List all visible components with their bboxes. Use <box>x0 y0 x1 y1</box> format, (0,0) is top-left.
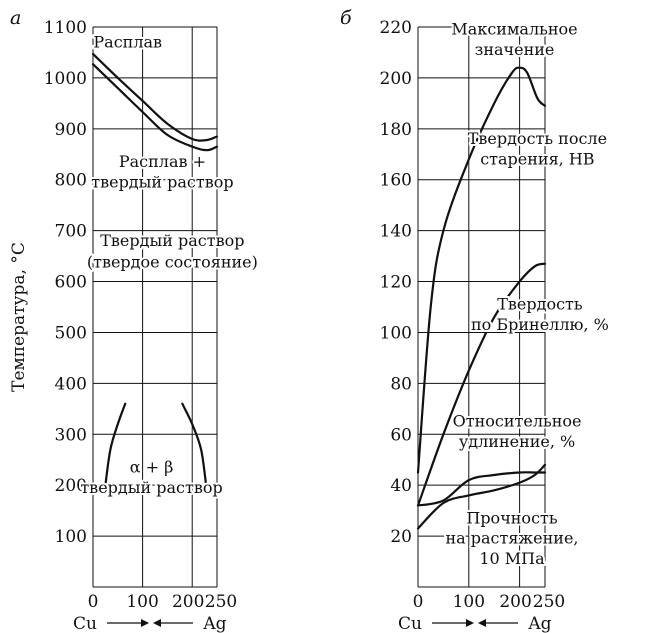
arrow-left-head <box>153 619 161 627</box>
series-line-4 <box>416 463 547 530</box>
y-tick-label: 100 <box>55 527 87 547</box>
x-tick-label: 200 <box>172 592 204 612</box>
x-end-label-ag: Ag <box>527 614 551 633</box>
x-end-label-ag: Ag <box>202 614 226 633</box>
series-line-3 <box>104 402 127 487</box>
arrow-right-head <box>466 619 474 627</box>
annotation-label: удлинение, % <box>459 432 575 451</box>
y-tick-label: 800 <box>55 171 87 191</box>
x-tick-label: 100 <box>126 592 158 612</box>
x-tick-label: 0 <box>413 592 424 612</box>
annotation-label: Относительное <box>453 412 582 431</box>
annotation-label: Твердость после <box>468 129 607 148</box>
x-tick-label: 250 <box>533 592 565 612</box>
annotation-label: Расплав + <box>119 152 206 171</box>
annotation-label: Твердость <box>497 295 583 314</box>
panel-letter: б <box>340 7 352 29</box>
annotation-label: Твердый раствор <box>100 231 244 250</box>
y-tick-label: 700 <box>55 222 87 242</box>
annotation-label: Прочность <box>466 508 558 527</box>
y-tick-label: 100 <box>380 323 412 343</box>
series-line-1 <box>91 52 219 142</box>
y-tick-label: 180 <box>380 120 412 140</box>
y-tick-label: 20 <box>390 527 412 547</box>
annotation-label: значение <box>475 40 555 59</box>
annotation-label: на растяжение, <box>445 529 578 548</box>
annotation-label: старения, НВ <box>480 149 594 168</box>
annotation-label: Максимальное <box>451 20 577 39</box>
series-line-2 <box>416 262 547 507</box>
annotation-label: 10 МПа <box>479 549 545 568</box>
y-tick-label: 600 <box>55 273 87 293</box>
x-tick-label: 250 <box>205 592 237 612</box>
y-tick-label: 120 <box>380 273 412 293</box>
y-tick-label: 900 <box>55 120 87 140</box>
arrow-right-head <box>141 619 149 627</box>
annotation-label: (твердое состояние) <box>87 252 258 271</box>
y-tick-label: 220 <box>380 18 412 38</box>
series-line-3 <box>416 471 547 507</box>
y-tick-label: 40 <box>390 476 412 496</box>
x-tick-label: 100 <box>453 592 485 612</box>
temperature-chart-panel: а 100 200 300 400 500 600 700 800 900 1000 1100 0 100… <box>9 7 260 633</box>
annotation-label: твердый раствор <box>91 172 233 191</box>
x-end-label-cu: Cu <box>73 614 97 633</box>
y-tick-label: 140 <box>380 222 412 242</box>
x-tick-label: 0 <box>88 592 99 612</box>
x-tick-label: 200 <box>499 592 531 612</box>
y-tick-label: 200 <box>55 476 87 496</box>
y-tick-label: 60 <box>390 425 412 445</box>
y-tick-label: 160 <box>380 171 412 191</box>
y-tick-label: 500 <box>55 323 87 343</box>
annotation-label: твердый раствор <box>80 478 222 497</box>
series-line-2 <box>91 63 219 152</box>
annotation-label: α + β <box>130 457 174 476</box>
annotation-label: Расплав <box>93 32 162 51</box>
y-tick-label: 400 <box>55 374 87 394</box>
y-tick-label: 1100 <box>44 18 87 38</box>
y-tick-label: 200 <box>380 69 412 89</box>
x-end-label-cu: Cu <box>398 614 422 633</box>
panel-letter: а <box>10 7 21 29</box>
arrow-left-head <box>478 619 486 627</box>
annotation-label: по Бринеллю, % <box>471 315 609 334</box>
y-tick-label: 1000 <box>44 69 87 89</box>
series-line-4 <box>181 402 208 487</box>
y-axis-label: Температура, °C <box>9 242 29 392</box>
series-line-1 <box>416 66 547 474</box>
y-tick-label: 300 <box>55 425 87 445</box>
y-tick-label: 80 <box>390 374 412 394</box>
